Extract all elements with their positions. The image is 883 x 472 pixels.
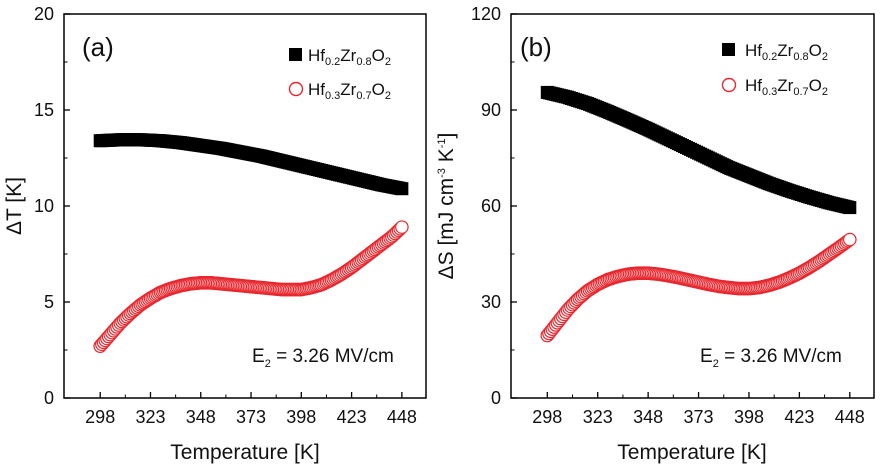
x-tick-label: 448 bbox=[835, 407, 865, 427]
y-tick-label: 120 bbox=[471, 4, 501, 24]
legend-label-hf03zr07o2-b: Hf0.3Zr0.7O2 bbox=[745, 76, 828, 98]
legend-marker-hf03zr07o2-b bbox=[721, 77, 737, 93]
y-tick-label: 0 bbox=[44, 388, 54, 408]
x-tick-label: 373 bbox=[236, 407, 266, 427]
x-tick-label: 373 bbox=[684, 407, 714, 427]
field-annotation-a: E2 = 3.26 MV/cm bbox=[252, 346, 394, 370]
x-tick-label: 423 bbox=[337, 407, 367, 427]
y-axis-title-b: ΔS [mJ cm-3 K-1] bbox=[435, 133, 458, 280]
series-hf02zr08o2-b bbox=[540, 85, 857, 215]
series-hf03zr07o2-b bbox=[540, 232, 857, 343]
axis-ticks-a: 298 323 348 373 398 423 448 0 5 10 15 20 bbox=[34, 4, 417, 427]
x-tick-label: 298 bbox=[85, 407, 115, 427]
x-tick-label: 448 bbox=[387, 407, 417, 427]
y-tick-label: 0 bbox=[491, 388, 501, 408]
x-axis-title-b: Temperature [K] bbox=[617, 441, 766, 464]
y-tick-label: 90 bbox=[481, 100, 501, 120]
x-tick-label: 423 bbox=[784, 407, 814, 427]
x-tick-label: 398 bbox=[734, 407, 764, 427]
y-tick-label: 30 bbox=[481, 292, 501, 312]
plot-frame-a bbox=[63, 13, 427, 399]
series-hf03zr07o2-a bbox=[93, 220, 409, 353]
x-tick-label: 298 bbox=[532, 407, 562, 427]
data-point bbox=[842, 232, 857, 247]
y-tick-label: 15 bbox=[34, 100, 54, 120]
data-point bbox=[395, 220, 409, 234]
x-tick-label: 323 bbox=[583, 407, 613, 427]
legend-label-hf02zr08o2-b: Hf0.2Zr0.8O2 bbox=[745, 41, 828, 63]
x-tick-label: 398 bbox=[286, 407, 316, 427]
x-tick-label: 348 bbox=[633, 407, 663, 427]
y-tick-label: 10 bbox=[34, 196, 54, 216]
data-point bbox=[395, 182, 409, 196]
panel-label-b: (b) bbox=[520, 32, 552, 62]
y-tick-label: 20 bbox=[34, 4, 54, 24]
legend-marker-hf02zr08o2-a bbox=[289, 48, 302, 61]
data-point bbox=[843, 201, 857, 215]
x-axis-title-a: Temperature [K] bbox=[170, 441, 319, 464]
x-tick-label: 323 bbox=[135, 407, 165, 427]
y-tick-label: 5 bbox=[44, 292, 54, 312]
y-axis-title-a: ΔT [K] bbox=[3, 177, 26, 235]
panel-a: 298 323 348 373 398 423 448 0 5 10 15 20 (a) Hf0.2Z… bbox=[3, 4, 427, 464]
legend-marker-hf02zr08o2-b bbox=[722, 43, 735, 56]
y-tick-label: 60 bbox=[481, 196, 501, 216]
legend-b: Hf0.2Zr0.8O2 Hf0.3Zr0.7O2 bbox=[721, 41, 828, 98]
legend-marker-hf03zr07o2-a bbox=[288, 81, 304, 97]
axis-ticks-b: 298 323 348 373 398 423 448 0 30 60 90 120 bbox=[471, 4, 865, 427]
panel-b: 298 323 348 373 398 423 448 0 30 60 90 120 (b) Hf0.… bbox=[435, 4, 875, 464]
field-annotation-b: E2 = 3.26 MV/cm bbox=[700, 346, 842, 370]
panel-label-a: (a) bbox=[82, 32, 114, 62]
series-hf02zr08o2-a bbox=[93, 133, 409, 196]
legend-label-hf03zr07o2-a: Hf0.3Zr0.7O2 bbox=[308, 80, 391, 102]
legend-label-hf02zr08o2-a: Hf0.2Zr0.8O2 bbox=[308, 46, 391, 68]
x-tick-label: 348 bbox=[186, 407, 216, 427]
legend-a: Hf0.2Zr0.8O2 Hf0.3Zr0.7O2 bbox=[288, 46, 391, 102]
